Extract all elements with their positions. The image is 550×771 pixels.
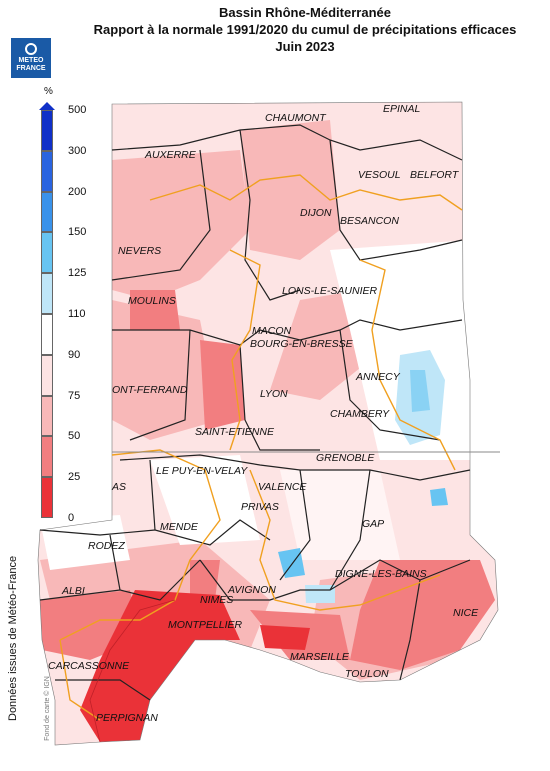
city-label: MENDE [160, 521, 199, 533]
city-label: RODEZ [88, 540, 125, 552]
legend-arrow-icon [39, 102, 55, 110]
legend-swatch [41, 354, 53, 396]
city-label: PRIVAS [241, 501, 279, 513]
legend-swatch [41, 395, 53, 437]
city-label: LONS-LE-SAUNIER [282, 285, 378, 297]
logo-text-line1: METEO [18, 57, 44, 64]
city-label: NEVERS [118, 245, 161, 257]
city-label: CHAUMONT [265, 112, 327, 124]
department-borders [39, 124, 471, 701]
city-label: BESANCON [340, 215, 399, 227]
legend-tick-label: 125 [68, 267, 87, 280]
legend-swatch [41, 110, 53, 151]
city-label: ALBI [61, 585, 85, 597]
precipitation-ratio-field [38, 102, 498, 745]
city-labels: EPINAL CHAUMONT AUXERRE VESOUL BELFORT D… [48, 103, 479, 724]
city-label: PERPIGNAN [96, 712, 158, 724]
map-title-block: Bassin Rhône-Méditerranée Rapport à la n… [60, 4, 550, 55]
legend-swatch [41, 477, 53, 518]
title-report: Rapport à la normale 1991/2020 du cumul … [93, 22, 517, 37]
city-label: DIJON [300, 207, 332, 219]
city-label: GAP [362, 518, 384, 530]
legend-swatch [41, 273, 53, 314]
legend-swatch [41, 232, 53, 274]
city-label: LYON [260, 388, 288, 400]
basin-outline [37, 101, 499, 746]
meteo-france-logo: METEO FRANCE [11, 38, 51, 78]
city-label: AS [111, 481, 126, 493]
legend-tick-label: 150 [68, 226, 87, 239]
city-label: MACON [252, 325, 292, 337]
legend-tick-label: 25 [68, 471, 81, 484]
logo-text-line2: FRANCE [16, 65, 46, 72]
legend-tick-label: 200 [68, 185, 87, 198]
legend-unit: % [44, 86, 53, 97]
city-label: AVIGNON [227, 584, 276, 596]
city-label: LE PUY-EN-VELAY [156, 465, 248, 477]
city-label: VALENCE [258, 481, 307, 493]
city-label: GRENOBLE [316, 452, 375, 464]
city-label: BOURG-EN-BRESSE [250, 338, 354, 350]
legend-tick-label: 90 [68, 348, 81, 361]
legend-tick-label: 0 [68, 512, 75, 524]
city-label: NICE [453, 607, 479, 619]
city-label: BELFORT [410, 169, 460, 181]
city-label: ANNECY [355, 371, 401, 383]
city-label: NIMES [200, 594, 233, 606]
region-borders [59, 174, 463, 721]
legend-swatch [41, 150, 53, 192]
title-period: Juin 2023 [275, 39, 335, 54]
city-label: ONT-FERRAND [112, 384, 188, 396]
legend-swatch [41, 436, 53, 478]
city-label: CARCASSONNE [48, 660, 130, 672]
legend-tick-label: 500 [68, 104, 87, 116]
city-label: MOULINS [128, 295, 176, 307]
coastline [89, 599, 176, 743]
legend-tick-label: 50 [68, 430, 81, 443]
city-label: SAINT-ETIENNE [195, 426, 275, 438]
legend-tick-label: 300 [68, 144, 87, 157]
legend-tick-label: 75 [68, 389, 81, 402]
legend-swatch [41, 314, 53, 355]
city-label: MONTPELLIER [168, 619, 243, 631]
logo-mark-icon [25, 43, 37, 55]
city-label: AUXERRE [144, 149, 197, 161]
title-basin: Bassin Rhône-Méditerranée [219, 5, 391, 20]
city-label: MARSEILLE [290, 651, 350, 663]
legend-tick-label: 110 [68, 308, 86, 320]
city-label: EPINAL [383, 103, 421, 115]
legend-swatch [41, 191, 53, 233]
city-label: TOULON [345, 668, 389, 680]
city-label: CHAMBERY [330, 408, 390, 420]
city-label: VESOUL [358, 169, 401, 181]
city-label: DIGNE-LES-BAINS [335, 568, 427, 580]
